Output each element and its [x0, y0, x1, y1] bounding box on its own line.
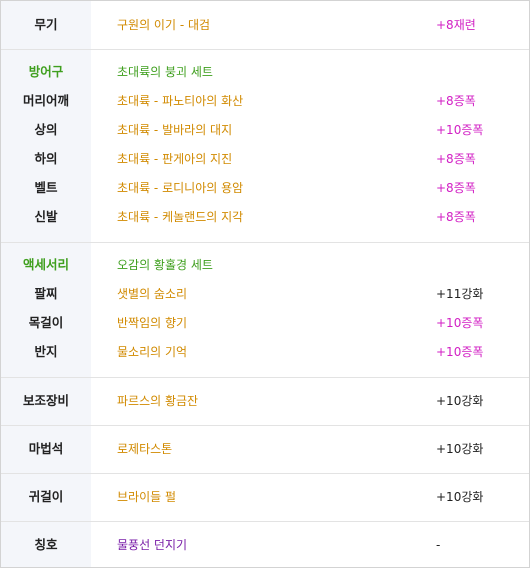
label-magic-stone: 마법석	[28, 441, 64, 456]
label-shoes: 신발	[34, 209, 58, 224]
row-accessory-set: 액세서리 오감의 황홀경 세트	[1, 255, 529, 275]
label-belt: 벨트	[34, 180, 58, 195]
armor-set-name[interactable]: 초대륙의 붕괴 세트	[117, 65, 213, 79]
label-head-shoulder: 머리어깨	[22, 93, 69, 108]
label-ring: 반지	[34, 344, 58, 359]
item-ring[interactable]: 물소리의 기억	[117, 345, 188, 359]
label-title: 칭호	[34, 537, 58, 552]
row-belt: 벨트 초대륙 - 로디니아의 용암 +8증폭	[1, 178, 529, 198]
divider	[1, 242, 529, 243]
enh-magic-stone: +10강화	[436, 442, 484, 456]
label-armor: 방어구	[28, 64, 64, 79]
item-belt[interactable]: 초대륙 - 로디니아의 용암	[117, 181, 244, 195]
label-necklace: 목걸이	[28, 315, 64, 330]
item-top[interactable]: 초대륙 - 발바라의 대지	[117, 123, 233, 137]
item-weapon[interactable]: 구원의 이기 - 대검	[117, 18, 211, 32]
item-bottom[interactable]: 초대륙 - 판게아의 지진	[117, 152, 233, 166]
item-title[interactable]: 물풍선 던지기	[117, 538, 188, 552]
divider	[1, 473, 529, 474]
enh-sub-equipment: +10강화	[436, 394, 484, 408]
row-bracelet: 팔찌 샛별의 숨소리 +11강화	[1, 284, 529, 304]
item-bracelet[interactable]: 샛별의 숨소리	[117, 287, 188, 301]
item-earring[interactable]: 브라이들 펄	[117, 490, 177, 504]
item-magic-stone[interactable]: 로제타스톤	[117, 442, 173, 456]
label-earring: 귀걸이	[28, 489, 64, 504]
divider	[1, 49, 529, 50]
item-sub-equipment[interactable]: 파르스의 황금잔	[117, 394, 199, 408]
row-shoes: 신발 초대륙 - 케놀랜드의 지각 +8증폭	[1, 207, 529, 227]
label-weapon: 무기	[34, 17, 58, 32]
enh-necklace: +10증폭	[436, 316, 484, 330]
item-head-shoulder[interactable]: 초대륙 - 파노티아의 화산	[117, 94, 244, 108]
enh-bottom: +8증폭	[436, 152, 476, 166]
row-sub-equipment: 보조장비 파르스의 황금잔 +10강화	[1, 391, 529, 411]
enh-earring: +10강화	[436, 490, 484, 504]
enh-top: +10증폭	[436, 123, 484, 137]
item-shoes[interactable]: 초대륙 - 케놀랜드의 지각	[117, 210, 244, 224]
enh-shoes: +8증폭	[436, 210, 476, 224]
enh-head-shoulder: +8증폭	[436, 94, 476, 108]
divider	[1, 521, 529, 522]
row-magic-stone: 마법석 로제타스톤 +10강화	[1, 439, 529, 459]
enh-belt: +8증폭	[436, 181, 476, 195]
row-top: 상의 초대륙 - 발바라의 대지 +10증폭	[1, 120, 529, 140]
row-earring: 귀걸이 브라이들 펄 +10강화	[1, 487, 529, 507]
label-accessory: 액세서리	[22, 257, 69, 272]
accessory-set-name[interactable]: 오감의 황홀경 세트	[117, 258, 213, 272]
row-necklace: 목걸이 반짝임의 향기 +10증폭	[1, 313, 529, 333]
enh-bracelet: +11강화	[436, 287, 484, 301]
label-sub-equipment: 보조장비	[22, 393, 69, 408]
row-ring: 반지 물소리의 기억 +10증폭	[1, 342, 529, 362]
enh-ring: +10증폭	[436, 345, 484, 359]
row-bottom: 하의 초대륙 - 판게아의 지진 +8증폭	[1, 149, 529, 169]
divider	[1, 377, 529, 378]
item-necklace[interactable]: 반짝임의 향기	[117, 316, 188, 330]
enh-title: -	[436, 538, 441, 552]
row-head-shoulder: 머리어깨 초대륙 - 파노티아의 화산 +8증폭	[1, 91, 529, 111]
row-weapon: 무기 구원의 이기 - 대검 +8재련	[1, 15, 529, 35]
label-bracelet: 팔찌	[34, 286, 58, 301]
divider	[1, 425, 529, 426]
label-top: 상의	[34, 122, 58, 137]
enh-weapon: +8재련	[436, 18, 476, 32]
label-bottom: 하의	[34, 151, 58, 166]
label-column	[1, 1, 91, 567]
row-armor-set: 방어구 초대륙의 붕괴 세트	[1, 62, 529, 82]
row-title: 칭호 물풍선 던지기 -	[1, 535, 529, 555]
